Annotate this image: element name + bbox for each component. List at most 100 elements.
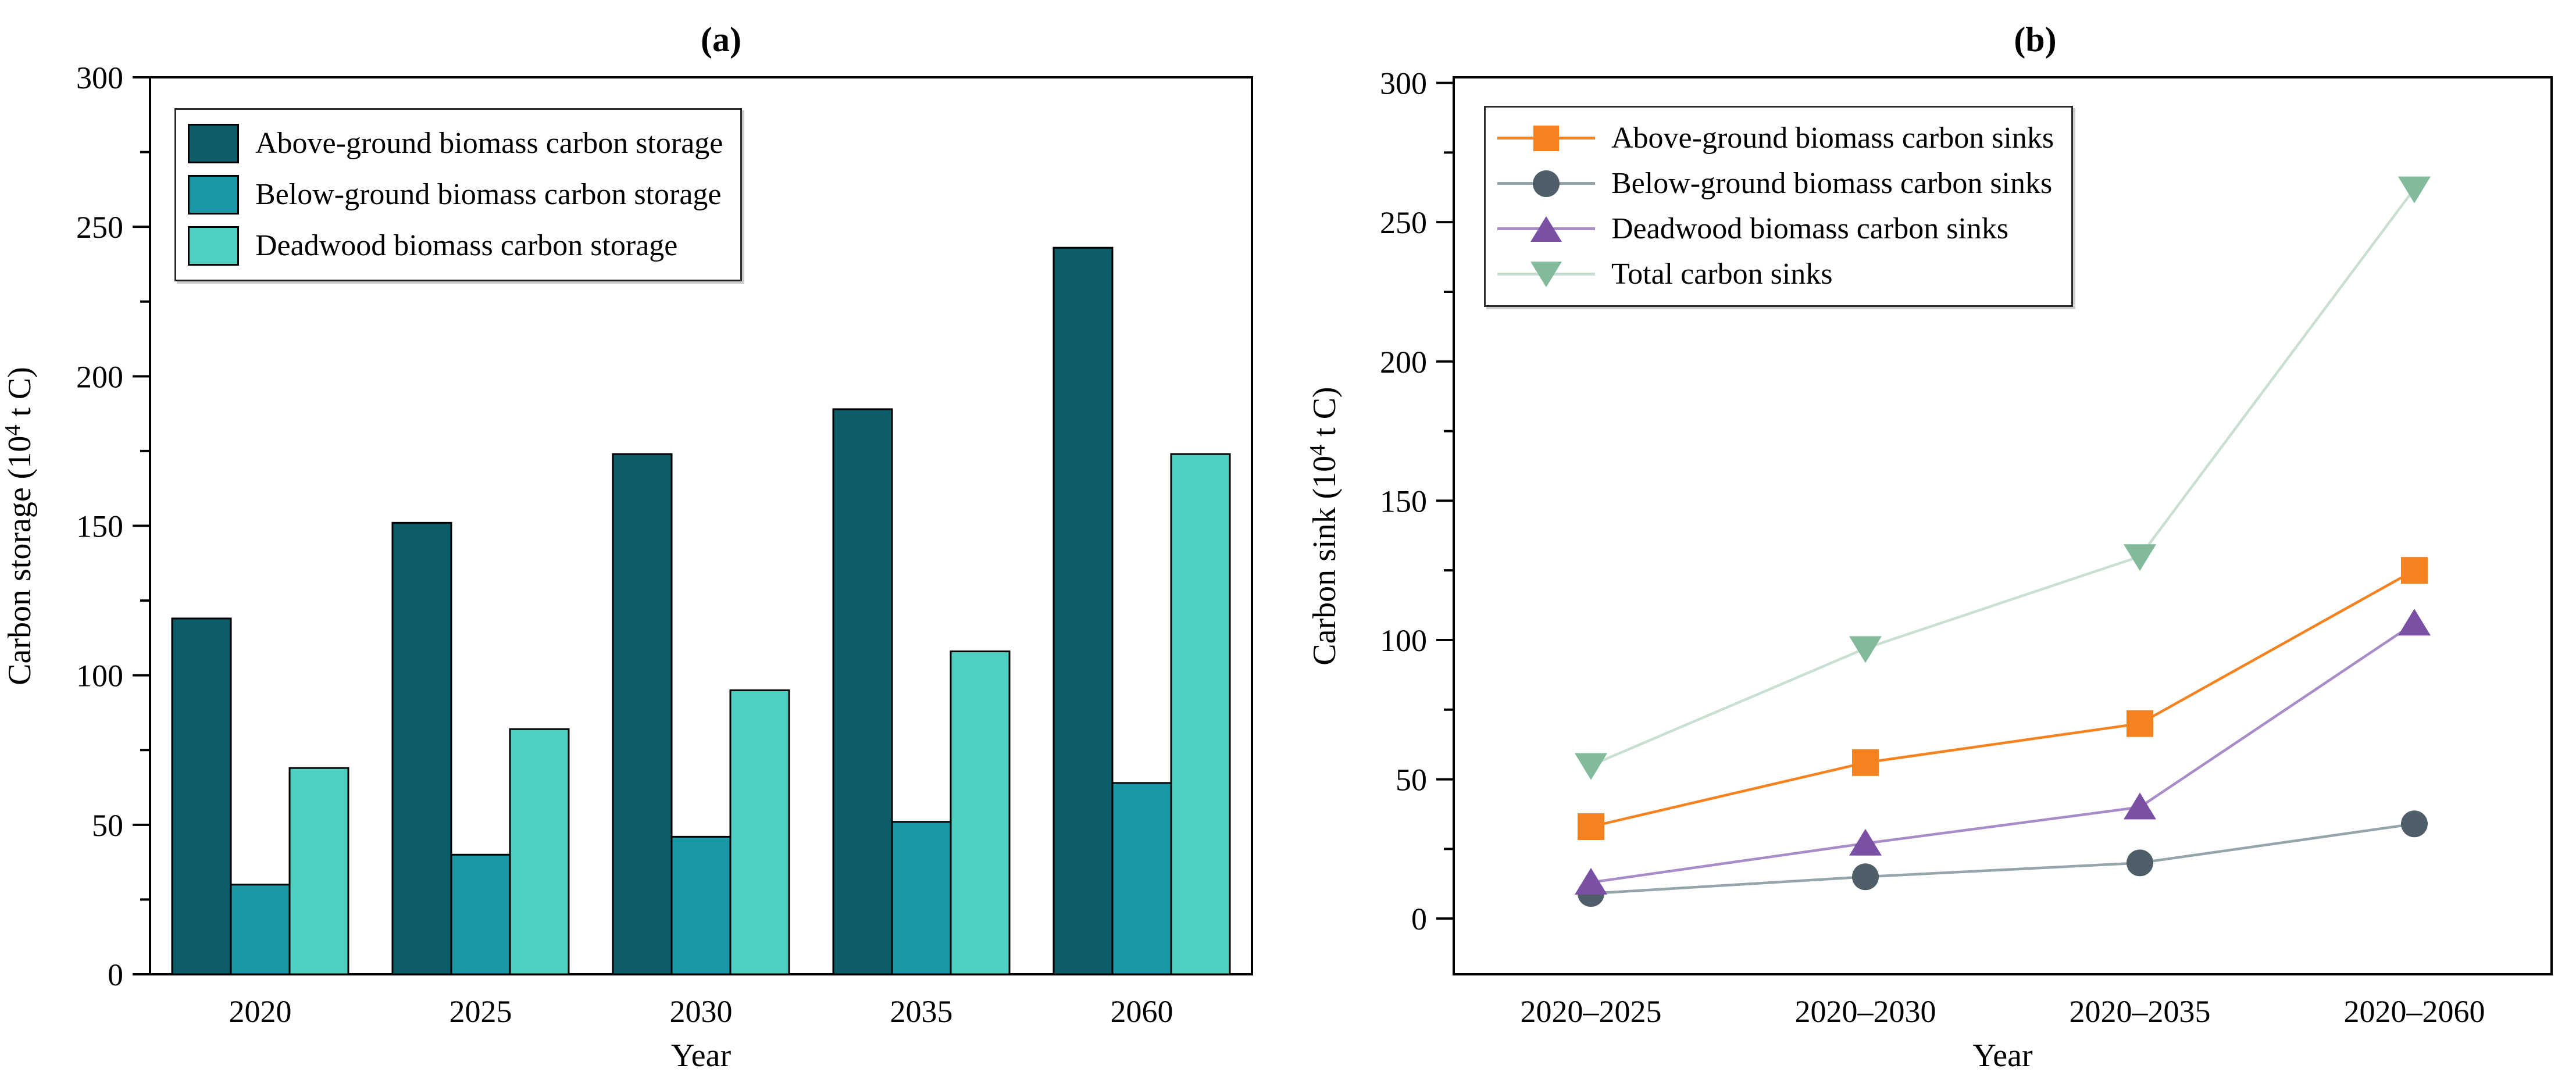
x-tick-label: 2035 (890, 994, 953, 1029)
bar (612, 453, 673, 975)
x-tick-label: 2020–2035 (2070, 994, 2211, 1029)
triangle-up-icon (1530, 216, 1562, 242)
y-tick-label: 0 (1411, 902, 1427, 937)
x-tick-label: 2030 (670, 994, 733, 1029)
triangle-up-marker (1849, 828, 1882, 856)
legend-item: Deadwood biomass carbon sinks (1497, 206, 2054, 252)
square-marker (1578, 813, 1604, 841)
y-tick-label: 0 (108, 957, 123, 992)
legend-item: Above-ground biomass carbon storage (188, 118, 723, 169)
bar-series-1 (230, 782, 1172, 975)
line-series-2 (1590, 622, 2416, 884)
plot-box (1453, 76, 2553, 975)
triangle-up-marker (2124, 792, 2156, 820)
legend-item: Above-ground biomass carbon sinks (1497, 116, 2054, 161)
legend-panel-b: Above-ground biomass carbon sinks Below-g… (1484, 106, 2074, 307)
bar-series-2 (288, 453, 1231, 975)
circle-marker (2401, 810, 2428, 838)
panel-b-lines (1575, 176, 2431, 907)
square-marker (2127, 710, 2153, 737)
square-marker (2401, 557, 2428, 584)
y-axis-title: Carbon storage (104 t C) (1, 367, 38, 685)
x-axis-title: Year (671, 1038, 732, 1074)
legend-item-label: Above-ground biomass carbon storage (255, 127, 723, 160)
y-tick-label: 150 (76, 509, 123, 544)
legend-swatch (188, 175, 239, 215)
x-axis-labels: 2020–2025 2020–2030 2020–2035 2020–2060 (1521, 994, 2485, 1029)
legend-key (1497, 121, 1595, 156)
legend-swatch (188, 124, 239, 163)
x-tick-label: 2020–2030 (1795, 994, 1936, 1029)
legend-item: Deadwood biomass carbon storage (188, 220, 723, 271)
y-tick-label: 250 (1380, 205, 1427, 240)
line-series-1 (1590, 823, 2415, 895)
legend-key (1497, 257, 1595, 292)
panel-a-bars (171, 246, 1231, 975)
bar (288, 767, 349, 975)
legend-key (1497, 166, 1595, 201)
legend-item-label: Deadwood biomass carbon storage (255, 229, 678, 262)
bar (171, 617, 232, 975)
x-tick-label: 2020–2060 (2344, 994, 2485, 1029)
bar (1170, 453, 1231, 975)
legend-item-label: Below-ground biomass carbon sinks (1611, 167, 2053, 200)
markers-series-0 (1578, 557, 2428, 841)
legend-key (1497, 212, 1595, 246)
x-tick-label: 2025 (449, 994, 512, 1029)
legend-item-label: Total carbon sinks (1611, 258, 1833, 291)
line-series-0 (1590, 569, 2416, 828)
circle-icon (1533, 170, 1560, 197)
legend-item-label: Deadwood biomass carbon sinks (1611, 212, 2009, 245)
bar (391, 521, 452, 975)
bar (729, 689, 790, 975)
triangle-down-marker (2398, 176, 2431, 203)
triangle-down-marker (1849, 636, 1882, 663)
legend-item: Below-ground biomass carbon sinks (1497, 161, 2054, 206)
x-axis-labels: 2020 2025 2030 2035 2060 (229, 994, 1173, 1029)
bar (891, 821, 952, 975)
y-tick-label: 50 (1396, 763, 1427, 798)
legend-item: Below-ground biomass carbon storage (188, 169, 723, 220)
x-tick-label: 2020–2025 (1521, 994, 1662, 1029)
markers-series-3 (1575, 176, 2431, 780)
bar (1052, 246, 1114, 975)
triangle-up-marker (1575, 867, 1607, 895)
y-tick-label: 100 (1380, 623, 1427, 658)
bar (450, 853, 511, 975)
bar (670, 835, 732, 975)
y-tick-label: 200 (1380, 345, 1427, 380)
y-tick-label: 250 (76, 210, 123, 245)
x-tick-label: 2060 (1111, 994, 1173, 1029)
panel-title: (b) (2014, 20, 2056, 59)
bar (1111, 782, 1172, 975)
y-tick-label: 300 (1380, 66, 1427, 101)
x-tick-label: 2020 (229, 994, 292, 1029)
y-tick-label: 100 (76, 659, 123, 694)
y-tick-label: 50 (92, 808, 123, 843)
bar (230, 884, 291, 975)
markers-series-2 (1575, 609, 2431, 895)
legend-item: Total carbon sinks (1497, 252, 2054, 297)
legend-panel-a: Above-ground biomass carbon storage Below… (174, 108, 743, 281)
x-axis-title: Year (1972, 1038, 2033, 1074)
triangle-up-marker (2398, 609, 2431, 636)
circle-marker (1852, 863, 1879, 891)
bar (950, 650, 1011, 975)
y-tick-label: 150 (1380, 484, 1427, 519)
y-tick-label: 300 (76, 60, 123, 95)
triangle-down-marker (1575, 753, 1607, 780)
legend-swatch (188, 226, 239, 266)
circle-marker (2127, 849, 2153, 877)
bar (509, 728, 570, 975)
triangle-down-marker (2124, 544, 2156, 571)
square-icon (1533, 126, 1559, 151)
square-marker (1852, 749, 1879, 776)
triangle-down-icon (1530, 262, 1562, 287)
y-tick-label: 200 (76, 359, 123, 394)
y-axis-ticks: 0 50 100 150 200 250 300 (76, 60, 150, 992)
line-series-3 (1590, 188, 2416, 767)
legend-item-label: Above-ground biomass carbon sinks (1611, 121, 2054, 155)
